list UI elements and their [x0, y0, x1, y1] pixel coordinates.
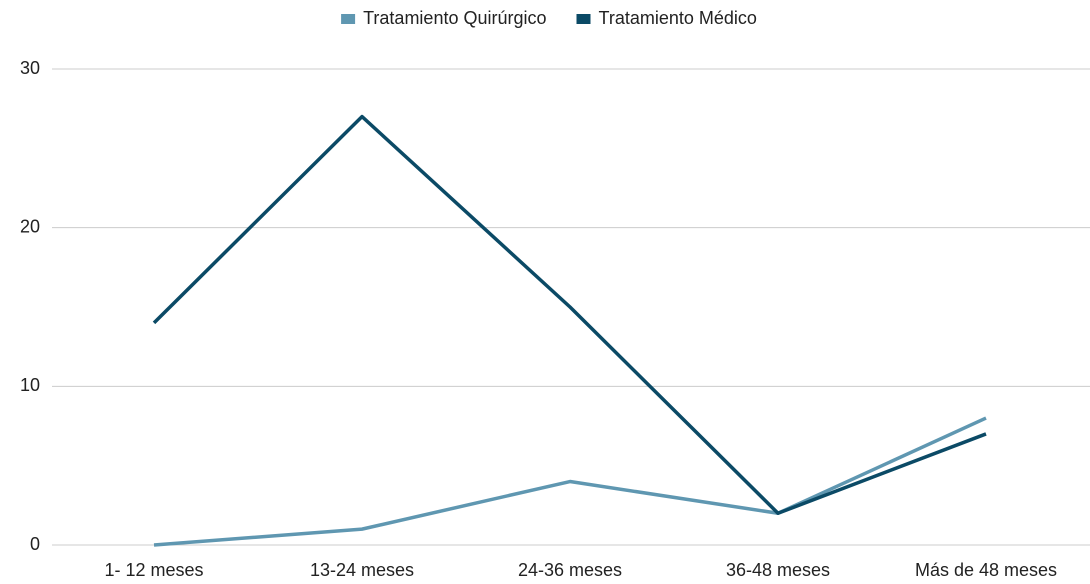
series-line	[153, 416, 987, 547]
legend: Tratamiento Quirúrgico Tratamiento Médico	[341, 8, 757, 28]
legend-item: Tratamiento Quirúrgico	[341, 8, 547, 28]
x-tick-label: 13-24 meses	[310, 560, 414, 580]
y-tick-label: 20	[20, 216, 40, 236]
x-tick-label: 24-36 meses	[518, 560, 622, 580]
legend-label: Tratamiento Quirúrgico	[363, 8, 546, 28]
y-tick-label: 30	[20, 58, 40, 78]
x-tick-label: 1- 12 meses	[104, 560, 203, 580]
legend-item: Tratamiento Médico	[576, 8, 757, 28]
series-line	[152, 114, 987, 516]
legend-label: Tratamiento Médico	[599, 8, 757, 28]
x-tick-label: Más de 48 meses	[915, 560, 1057, 580]
legend-swatch	[576, 14, 591, 24]
y-tick-label: 0	[30, 534, 40, 554]
x-tick-label: 36-48 meses	[726, 560, 830, 580]
y-tick-label: 10	[20, 375, 40, 395]
legend-swatch	[341, 14, 356, 24]
